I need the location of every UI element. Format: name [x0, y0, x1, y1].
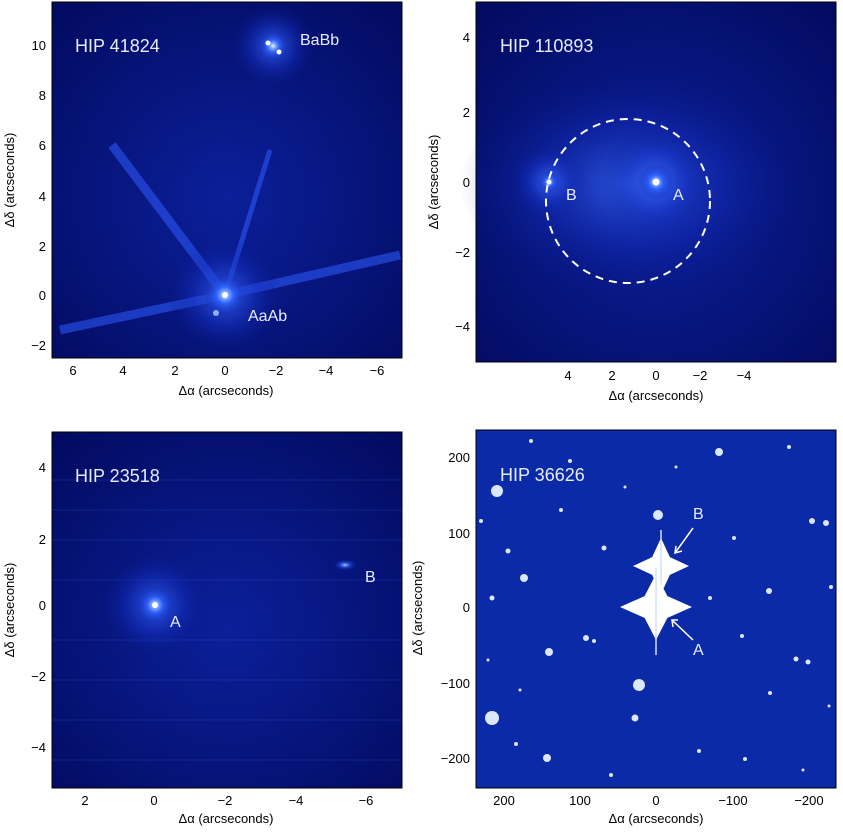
star-label-b: B — [566, 187, 577, 204]
dashed-circle — [545, 118, 711, 284]
y-tick-label: 6 — [39, 138, 46, 153]
x-tick-label: −2 — [269, 363, 284, 378]
y-tick-label: 0 — [463, 175, 470, 190]
panel-title: HIP 110893 — [500, 36, 593, 56]
y-axis-label: Δδ (arcseconds) — [2, 563, 17, 658]
y-tick-label: 4 — [463, 30, 470, 45]
x-tick-label: 2 — [81, 793, 88, 808]
star-core — [152, 602, 158, 608]
y-tick-label: 4 — [39, 189, 46, 204]
x-tick-label: −6 — [370, 363, 385, 378]
y-ticks: 4 2 0 −2 −4 — [31, 460, 46, 755]
panel-title: HIP 23518 — [75, 466, 160, 486]
x-tick-label: 0 — [221, 363, 228, 378]
y-axis-label: Δδ (arcseconds) — [410, 561, 425, 656]
y-ticks: 10 8 6 4 2 0 −2 — [31, 38, 46, 353]
star-label-b: B — [365, 569, 376, 586]
star-babb — [257, 30, 289, 62]
x-axis-label: Δα (arcseconds) — [609, 388, 704, 403]
star-core — [546, 179, 552, 185]
panel-title: HIP 41824 — [75, 36, 160, 56]
panel-hip110893: HIP 110893 B A 4 2 0 −2 −4 4 2 0 −2 −4 Δ… — [426, 1, 837, 403]
y-tick-label: 0 — [39, 598, 46, 613]
field-stars — [479, 439, 833, 777]
x-axis-label: Δα (arcseconds) — [609, 811, 704, 826]
y-tick-label: −200 — [441, 751, 470, 766]
y-tick-label: 200 — [448, 450, 470, 465]
x-ticks: 2 0 −2 −4 −6 — [81, 793, 373, 808]
x-ticks: 6 4 2 0 −2 −4 −6 — [69, 363, 384, 378]
star-label-b: B — [693, 506, 704, 523]
star-a — [620, 568, 692, 655]
x-tick-label: 0 — [652, 368, 659, 383]
star-label-a: A — [170, 614, 181, 631]
y-tick-label: 0 — [463, 600, 470, 615]
star-core — [276, 49, 282, 55]
x-tick-label: 2 — [608, 368, 615, 383]
y-tick-label: 8 — [39, 88, 46, 103]
panel-title: HIP 36626 — [500, 465, 585, 485]
y-tick-label: −2 — [31, 338, 46, 353]
y-tick-label: −100 — [441, 676, 470, 691]
x-tick-label: −2 — [693, 368, 708, 383]
y-tick-label: −4 — [31, 740, 46, 755]
y-ticks: 200 100 0 −100 −200 — [441, 450, 470, 766]
star-b — [333, 559, 357, 571]
star-label-babb: BaBb — [300, 32, 339, 49]
y-tick-label: 0 — [39, 288, 46, 303]
x-tick-label: 100 — [569, 793, 591, 808]
star-label-a: A — [673, 187, 684, 204]
panel-hip41824: HIP 41824 BaBb AaAb 6 4 2 0 −2 −4 −6 10 … — [2, 1, 403, 398]
x-tick-label: 0 — [150, 793, 157, 808]
y-tick-label: −4 — [455, 319, 470, 334]
x-tick-label: −4 — [289, 793, 304, 808]
x-tick-label: 200 — [493, 793, 515, 808]
x-ticks: 4 2 0 −2 −4 — [564, 368, 751, 383]
x-axis-label: Δα (arcseconds) — [179, 383, 274, 398]
x-tick-label: 6 — [69, 363, 76, 378]
y-tick-label: 2 — [39, 532, 46, 547]
arrowhead-icon — [671, 619, 678, 628]
x-tick-label: −4 — [319, 363, 334, 378]
star-label-aaab: AaAb — [248, 308, 287, 325]
x-tick-label: 0 — [652, 793, 659, 808]
panel-hip36626: HIP 36626 B A 200 100 0 −100 −200 200 10… — [410, 429, 837, 826]
y-tick-label: −2 — [455, 245, 470, 260]
x-tick-label: −2 — [218, 793, 233, 808]
star-companion — [213, 310, 219, 316]
arrowhead-icon — [674, 545, 683, 555]
y-axis-label: Δδ (arcseconds) — [2, 133, 17, 228]
y-axis-label: Δδ (arcseconds) — [426, 135, 441, 230]
y-tick-label: 2 — [463, 105, 470, 120]
star-label-a: A — [693, 642, 704, 659]
y-tick-label: 2 — [39, 239, 46, 254]
x-tick-label: 2 — [171, 363, 178, 378]
y-tick-label: 100 — [448, 526, 470, 541]
panel-hip23518: HIP 23518 A B 2 0 −2 −4 −6 4 2 0 −2 −4 Δ… — [2, 431, 403, 826]
star-core — [265, 40, 271, 46]
y-tick-label: −2 — [31, 669, 46, 684]
x-tick-label: −100 — [718, 793, 747, 808]
x-ticks: 200 100 0 −100 −200 — [493, 793, 824, 808]
x-tick-label: −4 — [737, 368, 752, 383]
x-axis-label: Δα (arcseconds) — [179, 811, 274, 826]
y-tick-label: 4 — [39, 460, 46, 475]
star-core — [222, 292, 228, 298]
x-tick-label: −6 — [359, 793, 374, 808]
y-tick-label: 10 — [32, 38, 46, 53]
x-tick-label: −200 — [794, 793, 823, 808]
x-tick-label: 4 — [564, 368, 571, 383]
star-core — [652, 178, 660, 186]
x-tick-label: 4 — [119, 363, 126, 378]
arrow-a — [671, 619, 694, 641]
arrow-b — [674, 527, 694, 554]
y-ticks: 4 2 0 −2 −4 — [455, 30, 470, 334]
